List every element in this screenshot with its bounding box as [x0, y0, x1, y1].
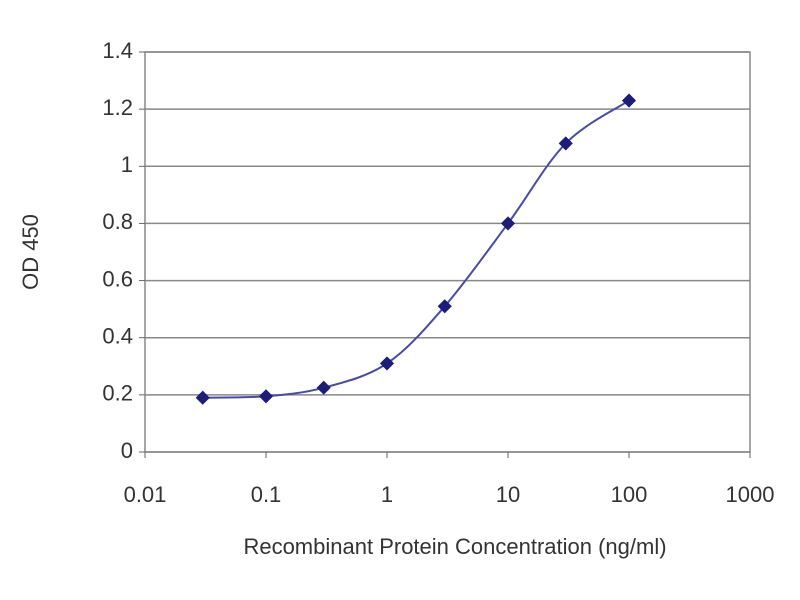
- y-tick-label: 1.2: [102, 95, 133, 120]
- y-tick-label: 0: [121, 438, 133, 463]
- x-tick-label: 1: [381, 482, 393, 507]
- data-point: [621, 93, 637, 108]
- plot-area: [144, 51, 751, 453]
- x-tick-label: 100: [611, 482, 648, 507]
- data-point: [195, 390, 210, 405]
- x-tick-label: 0.1: [251, 482, 282, 507]
- y-tick-label: 0.8: [102, 209, 133, 234]
- x-tick-label: 10: [496, 482, 520, 507]
- y-tick-label: 0.6: [102, 266, 133, 291]
- y-tick-label: 1: [121, 152, 133, 177]
- data-point: [500, 216, 516, 231]
- data-point: [437, 299, 452, 314]
- x-tick-label: 0.01: [124, 482, 167, 507]
- y-tick-label: 0.2: [102, 381, 133, 406]
- y-tick-label: 1.4: [102, 38, 133, 63]
- data-point: [316, 380, 331, 395]
- y-axis-label: OD 450: [18, 214, 43, 290]
- y-tick-label: 0.4: [102, 324, 133, 349]
- fit-line: [202, 99, 630, 399]
- data-point: [258, 389, 274, 404]
- x-tick-label: 1000: [726, 482, 775, 507]
- data-point: [379, 356, 395, 371]
- x-axis-label: Recombinant Protein Concentration (ng/ml…: [243, 534, 666, 559]
- data-point: [558, 136, 573, 151]
